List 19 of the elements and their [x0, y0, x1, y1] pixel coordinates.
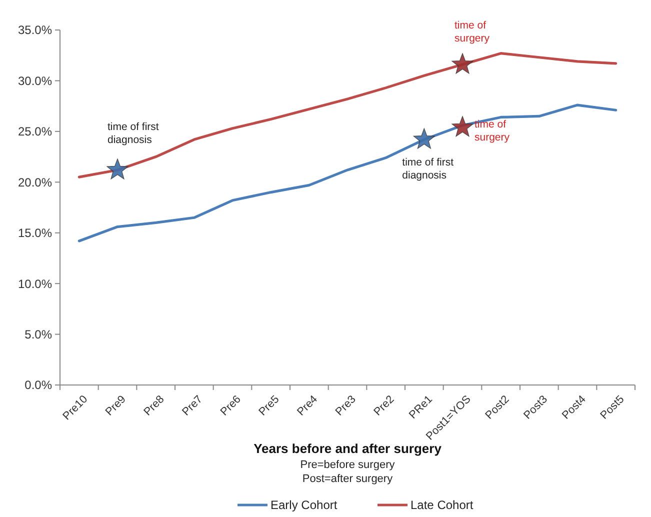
y-tick-label: 20.0%	[18, 175, 52, 190]
annotation: time of first diagnosis	[402, 156, 454, 182]
legend-label: Late Cohort	[410, 498, 474, 512]
text: Pre=before surgery	[300, 459, 396, 471]
y-tick-label: 25.0%	[18, 124, 52, 139]
annotation: time of surgery	[454, 19, 490, 44]
y-tick-label: 10.0%	[18, 276, 52, 291]
annotation: time of first diagnosis	[108, 120, 159, 146]
line-series	[78, 52, 618, 180]
line-series	[78, 104, 618, 242]
y-tick-label: 15.0%	[18, 226, 52, 240]
annotation: time of surgery	[474, 118, 510, 144]
y-tick-label: 30.0%	[18, 74, 52, 88]
text: Post=after surgery	[302, 473, 394, 485]
x-axis-title: Years before and after surgery	[254, 441, 442, 456]
y-tick-label: 35.0%	[18, 23, 52, 38]
y-tick-label: 0.0%	[24, 378, 52, 392]
y-tick-label: 5.0%	[24, 327, 52, 342]
legend-label: Early Cohort	[270, 498, 338, 512]
